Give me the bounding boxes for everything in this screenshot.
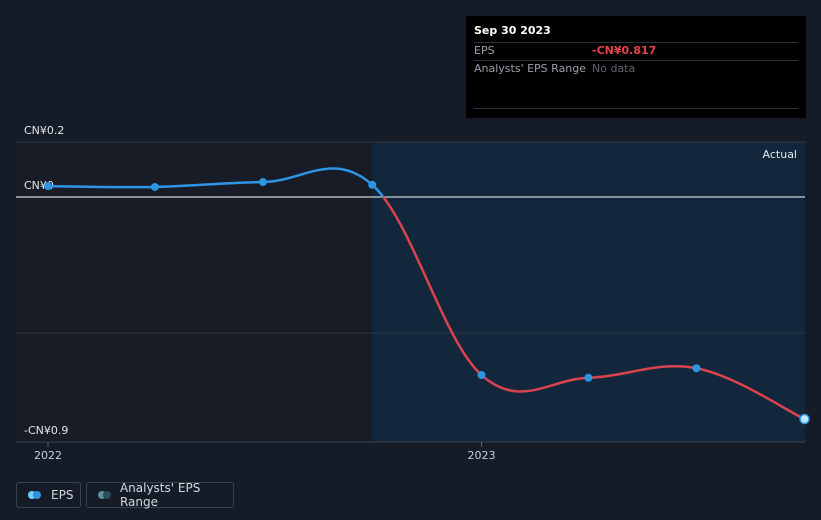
x-tick-label: 2023 xyxy=(468,449,496,462)
eps-line xyxy=(47,167,806,421)
eps-line-positive xyxy=(47,167,385,197)
tooltip-divider xyxy=(474,108,798,109)
eps-point[interactable] xyxy=(150,182,159,191)
eps-point[interactable] xyxy=(368,180,377,189)
y-tick-label: CN¥0.2 xyxy=(24,124,64,137)
tooltip-eps-value: -CN¥0.817 xyxy=(592,44,657,57)
tooltip-range-row: Analysts' EPS Range No data xyxy=(474,60,798,78)
eps-swatch-icon xyxy=(28,491,42,499)
tooltip-eps-row: EPS -CN¥0.817 xyxy=(474,42,798,60)
range-swatch-icon xyxy=(98,491,111,499)
eps-point[interactable] xyxy=(799,413,810,425)
legend-eps-label: EPS xyxy=(51,488,74,502)
tooltip-date: Sep 30 2023 xyxy=(474,24,551,37)
tooltip-range-value: No data xyxy=(592,62,636,75)
eps-point[interactable] xyxy=(477,371,486,380)
eps-point[interactable] xyxy=(692,364,701,373)
tooltip-eps-label: EPS xyxy=(474,44,495,57)
y-tick-label: -CN¥0.9 xyxy=(24,424,68,437)
eps-line-negative xyxy=(381,197,806,421)
legend-range-button[interactable]: Analysts' EPS Range xyxy=(86,481,234,509)
x-tick-label: 2022 xyxy=(34,449,62,462)
legend-eps-button[interactable]: EPS xyxy=(16,482,81,508)
eps-points[interactable] xyxy=(44,178,810,425)
eps-point[interactable] xyxy=(258,178,267,187)
tooltip-range-label: Analysts' EPS Range xyxy=(474,62,587,75)
y-axis-labels: CN¥0.2CN¥0-CN¥0.9 xyxy=(24,124,68,437)
x-axis: 2022 2023 xyxy=(34,442,496,462)
eps-point[interactable] xyxy=(584,373,593,382)
eps-point[interactable] xyxy=(44,182,52,191)
tooltip: Sep 30 2023 EPS -CN¥0.817 Analysts' EPS … xyxy=(466,16,806,118)
grid-lines xyxy=(16,141,805,443)
actual-region xyxy=(372,142,805,442)
legend-range-label: Analysts' EPS Range xyxy=(119,481,201,509)
actual-label: Actual xyxy=(763,148,797,161)
past-region xyxy=(16,142,373,442)
